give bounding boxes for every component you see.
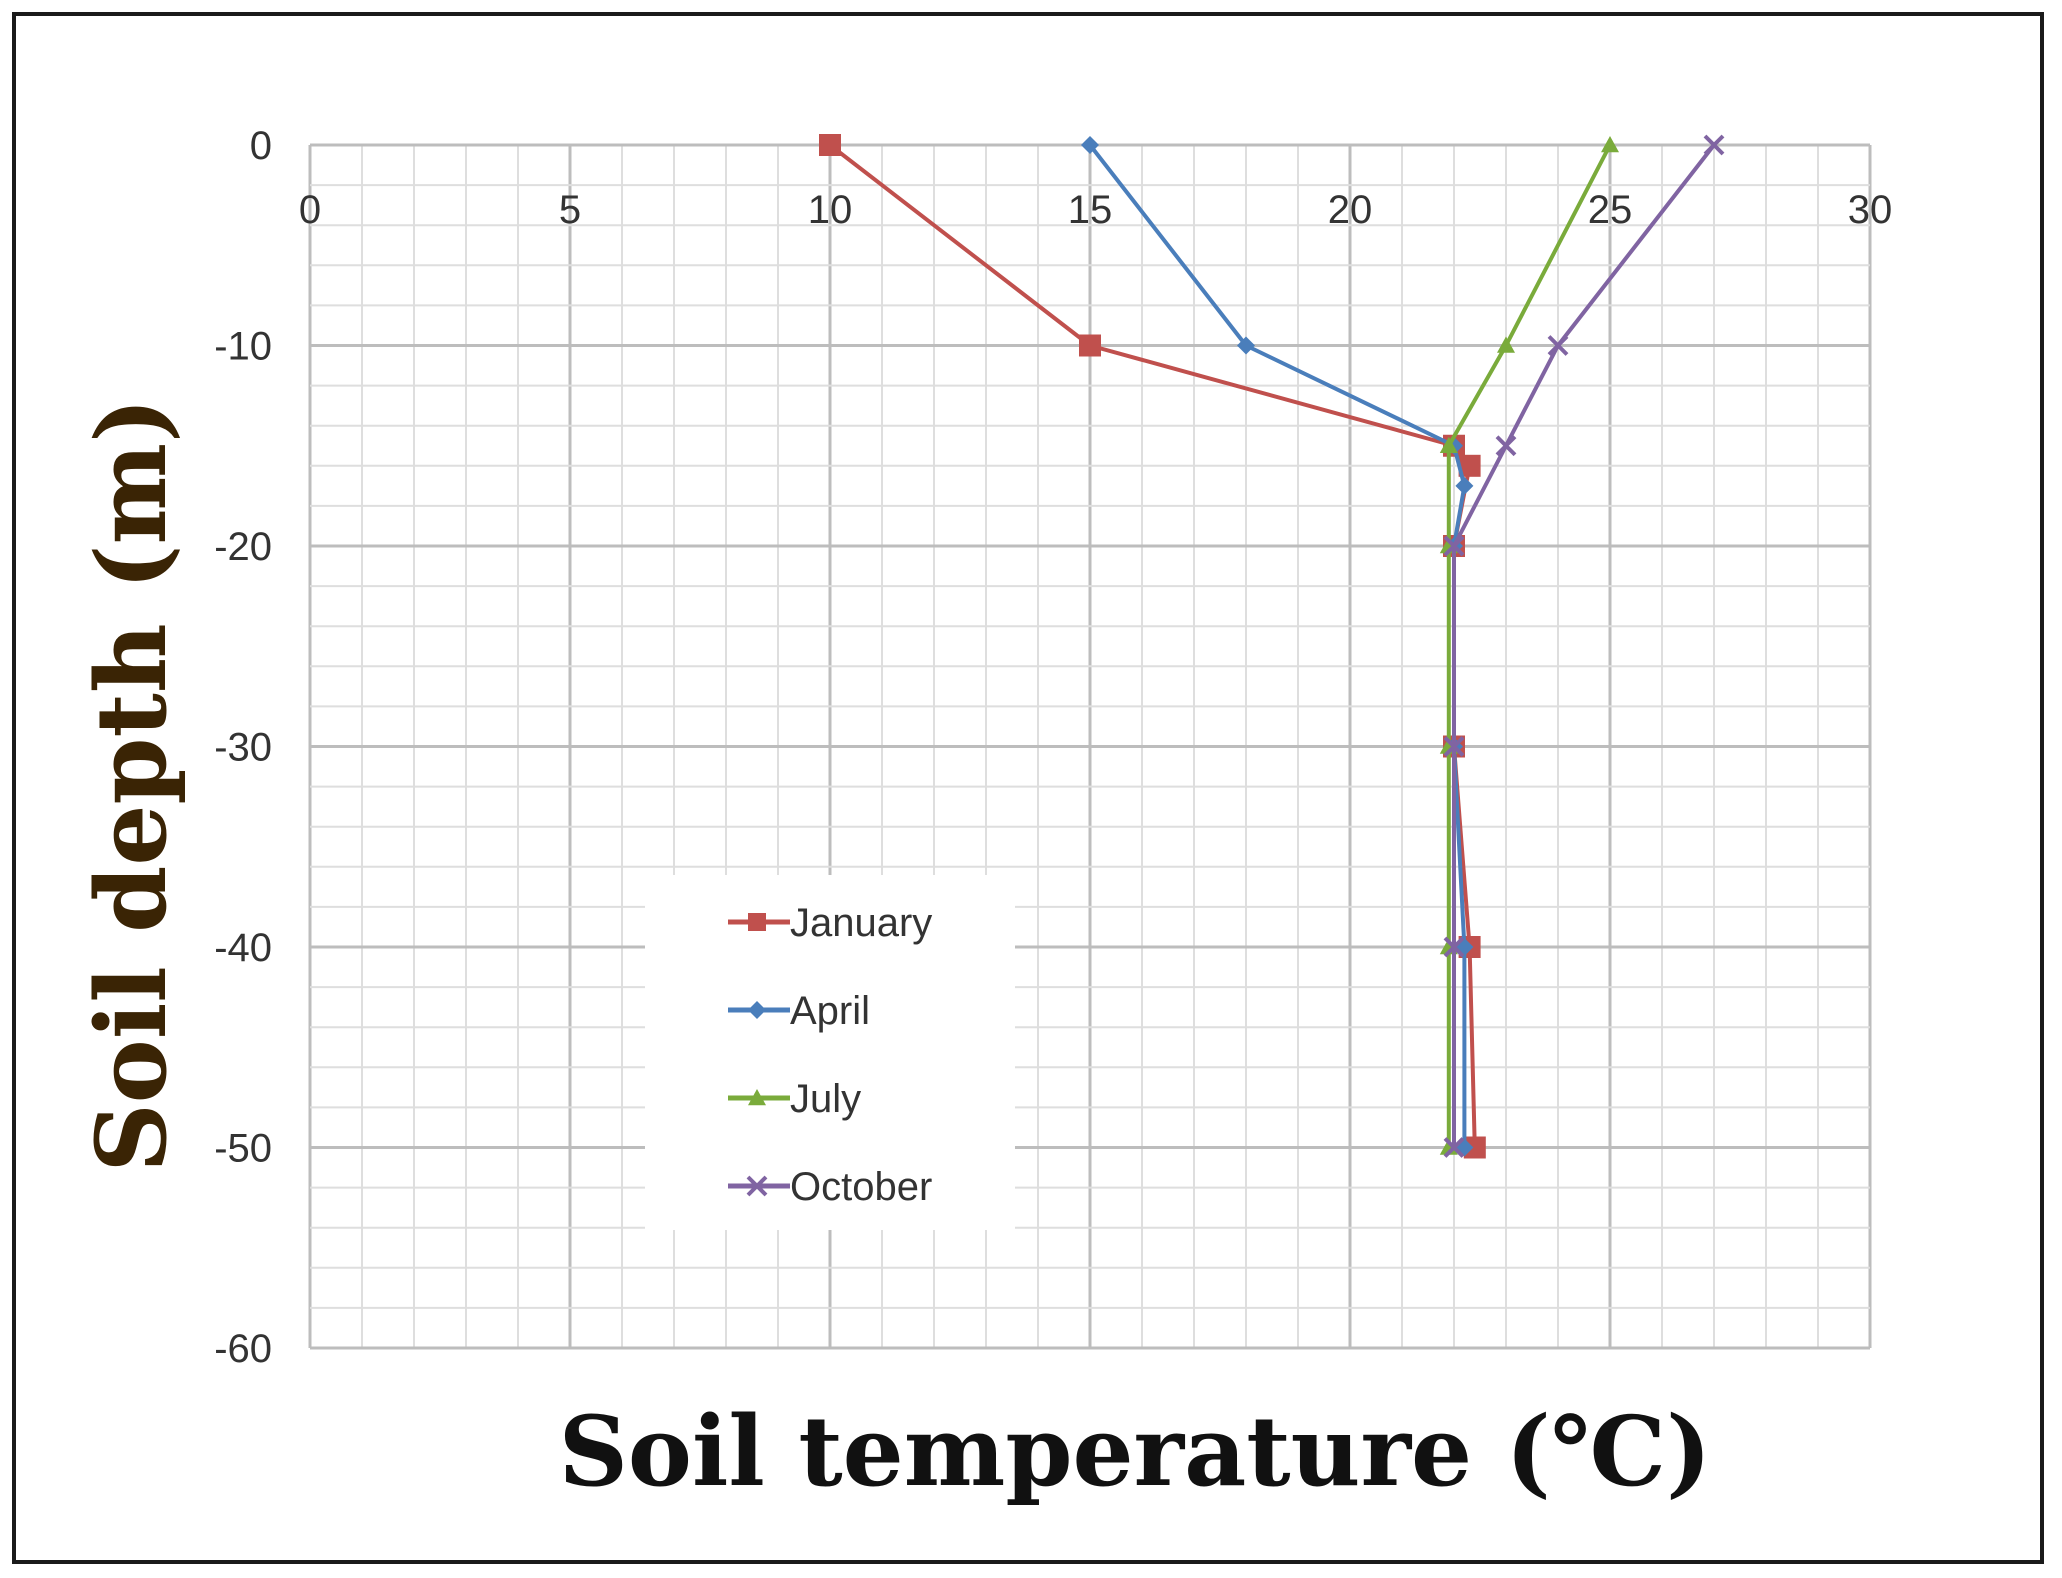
legend-box	[645, 875, 1015, 1230]
data-point-stroke	[1443, 736, 1465, 757]
data-point	[748, 1001, 766, 1019]
data-point	[1547, 335, 1569, 356]
y-tick-label: -50	[214, 1127, 272, 1171]
data-point-stroke	[1443, 936, 1465, 958]
data-point	[1497, 336, 1515, 353]
x-tick-label: 30	[1848, 188, 1893, 232]
legend-label: January	[790, 901, 932, 945]
y-tick-label: 0	[250, 124, 272, 168]
legend-item-july: July	[728, 1077, 861, 1121]
figure-frame	[12, 12, 2044, 1564]
legend-label: July	[790, 1077, 861, 1121]
data-point	[1079, 334, 1101, 357]
y-tick-label: -40	[214, 926, 272, 970]
data-point	[746, 1175, 768, 1197]
series-july	[1439, 136, 1619, 1155]
legend-item-april: April	[728, 989, 870, 1033]
data-point	[1601, 136, 1619, 153]
x-axis-ticks: 0 5 10 15 20 25 30	[299, 188, 1892, 232]
data-point	[1443, 936, 1465, 958]
data-point	[1455, 476, 1474, 495]
data-point-stroke	[1443, 535, 1465, 557]
series-layer	[819, 134, 1725, 1159]
grid	[308, 143, 1872, 1350]
data-point	[1443, 535, 1465, 557]
legend-item-january: January	[728, 901, 932, 945]
data-point-stroke	[1703, 134, 1725, 156]
x-tick-label: 0	[299, 188, 321, 232]
data-point	[1495, 435, 1517, 457]
data-point-stroke	[1495, 435, 1517, 457]
data-point	[1443, 1137, 1465, 1158]
x-axis-label: Soil temperature (℃)	[559, 1395, 1712, 1508]
x-tick-label: 10	[808, 188, 853, 232]
y-axis-label: Soil depth (m)	[75, 397, 188, 1172]
series-line	[1088, 143, 1467, 1148]
data-point	[1443, 736, 1465, 757]
series-line	[1446, 144, 1612, 1148]
legend-item-october: October	[728, 1165, 932, 1209]
series-april	[1081, 136, 1474, 1157]
legend-label: April	[790, 989, 870, 1033]
data-point	[1463, 1136, 1486, 1159]
data-point	[1439, 436, 1458, 453]
data-point	[748, 1089, 766, 1106]
data-point	[1703, 134, 1725, 156]
data-point	[1458, 454, 1481, 477]
data-point-stroke	[1547, 335, 1569, 356]
y-axis-ticks: 0 -10 -20 -30 -40 -50 -60	[214, 124, 272, 1371]
x-tick-label: 15	[1068, 188, 1113, 232]
y-tick-label: -30	[214, 726, 272, 770]
legend-label: October	[790, 1165, 932, 1209]
x-tick-label: 5	[559, 188, 581, 232]
data-point-stroke	[1443, 1137, 1465, 1158]
x-tick-label: 25	[1588, 188, 1633, 232]
y-tick-label: -60	[214, 1327, 272, 1371]
y-tick-label: -20	[214, 525, 272, 569]
data-point-stroke	[746, 1175, 768, 1197]
x-tick-label: 20	[1328, 188, 1373, 232]
data-point	[819, 134, 841, 156]
series-line	[1452, 143, 1716, 1148]
data-point	[1237, 336, 1255, 355]
data-point	[748, 913, 766, 931]
data-point	[1081, 136, 1099, 154]
legend: January April July October	[645, 875, 1015, 1230]
series-october	[1443, 134, 1725, 1158]
y-tick-label: -10	[214, 325, 272, 369]
